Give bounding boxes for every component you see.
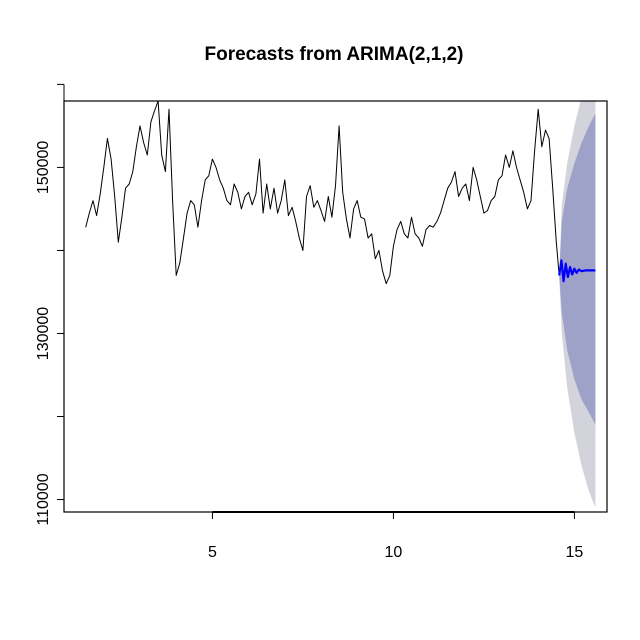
prediction-intervals (559, 101, 596, 508)
history-line (85, 101, 560, 285)
y-tick-label: 130000 (35, 307, 52, 360)
band-80 (559, 113, 596, 425)
x-tick-label: 5 (208, 544, 217, 561)
plot-frame (63, 100, 608, 513)
x-tick-label: 15 (566, 544, 584, 561)
forecast-line (558, 259, 596, 283)
y-tick-label: 150000 (35, 141, 52, 194)
x-tick-label: 10 (385, 544, 403, 561)
series-lines (85, 101, 596, 285)
x-axis: 5 10 15 (208, 511, 584, 561)
chart-title: Forecasts from ARIMA(2,1,2) (204, 44, 463, 65)
y-axis: 110000 130000 150000 (35, 83, 65, 526)
y-tick-label: 110000 (35, 473, 52, 525)
